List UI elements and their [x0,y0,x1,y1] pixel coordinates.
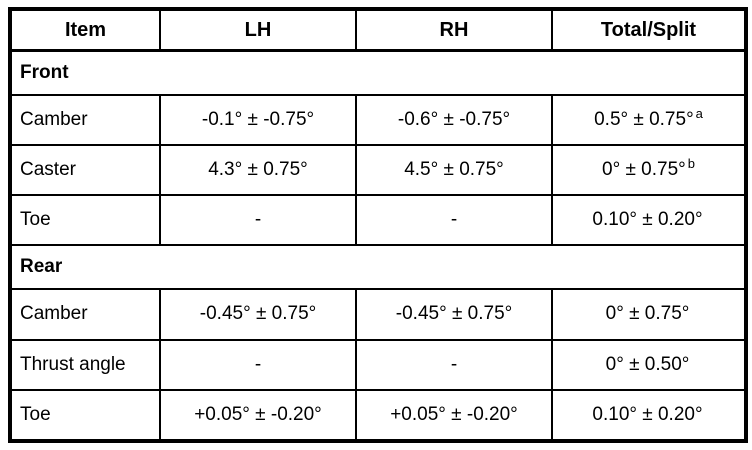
row-item-label: Thrust angle [9,338,161,391]
row-lh-value: 4.3° ± 0.75° [159,144,357,197]
row-item-label: Toe [9,194,161,247]
row-total-value: 0.5° ± 0.75° a [551,93,747,147]
section-row-rear: Rear [9,244,747,291]
row-rh-value: +0.05° ± -0.20° [355,388,553,443]
footnote-marker: b [687,155,695,171]
footnote-marker: a [695,105,703,121]
row-total-value: 0° ± 0.75° [551,288,747,341]
row-rh-value: - [355,338,553,391]
col-header-rh: RH [355,8,553,52]
alignment-spec-table: Item LH RH Total/Split Front Camber -0.1… [8,7,748,443]
total-text: 0.10° ± 0.20° [592,403,703,425]
table-row: Toe - - 0.10° ± 0.20° [9,194,747,247]
row-rh-value: -0.45° ± 0.75° [355,288,553,341]
table-row: Camber -0.45° ± 0.75° -0.45° ± 0.75° 0° … [9,288,747,341]
table-row: Camber -0.1° ± -0.75° -0.6° ± -0.75° 0.5… [9,93,747,147]
total-text: 0° ± 0.75° [602,159,686,181]
total-text: 0° ± 0.50° [605,353,690,375]
header-row: Item LH RH Total/Split [9,8,747,52]
row-lh-value: - [159,194,357,247]
col-header-lh: LH [159,8,357,52]
row-rh-value: -0.6° ± -0.75° [355,93,553,147]
section-title-rear: Rear [9,244,747,291]
total-text: 0.5° ± 0.75° [594,109,694,130]
row-lh-value: - [159,338,357,391]
section-row-front: Front [9,49,747,96]
col-header-total-split: Total/Split [551,8,747,52]
row-total-value: 0.10° ± 0.20° [551,388,747,443]
col-header-item: Item [9,8,161,52]
total-text: 0° ± 0.75° [605,303,690,325]
row-item-label: Caster [9,144,161,197]
row-item-label: Toe [9,388,161,443]
table-row: Caster 4.3° ± 0.75° 4.5° ± 0.75° 0° ± 0.… [9,144,747,197]
total-text: 0.10° ± 0.20° [592,209,703,231]
row-rh-value: 4.5° ± 0.75° [355,144,553,197]
row-total-value: 0° ± 0.75° b [551,144,747,197]
row-total-value: 0.10° ± 0.20° [551,194,747,247]
row-lh-value: -0.45° ± 0.75° [159,288,357,341]
row-item-label: Camber [9,288,161,341]
table-row: Thrust angle - - 0° ± 0.50° [9,338,747,391]
row-lh-value: +0.05° ± -0.20° [159,388,357,443]
row-rh-value: - [355,194,553,247]
table-row: Toe +0.05° ± -0.20° +0.05° ± -0.20° 0.10… [9,388,747,443]
row-item-label: Camber [9,93,161,147]
section-title-front: Front [9,49,747,96]
row-lh-value: -0.1° ± -0.75° [159,93,357,147]
row-total-value: 0° ± 0.50° [551,338,747,391]
